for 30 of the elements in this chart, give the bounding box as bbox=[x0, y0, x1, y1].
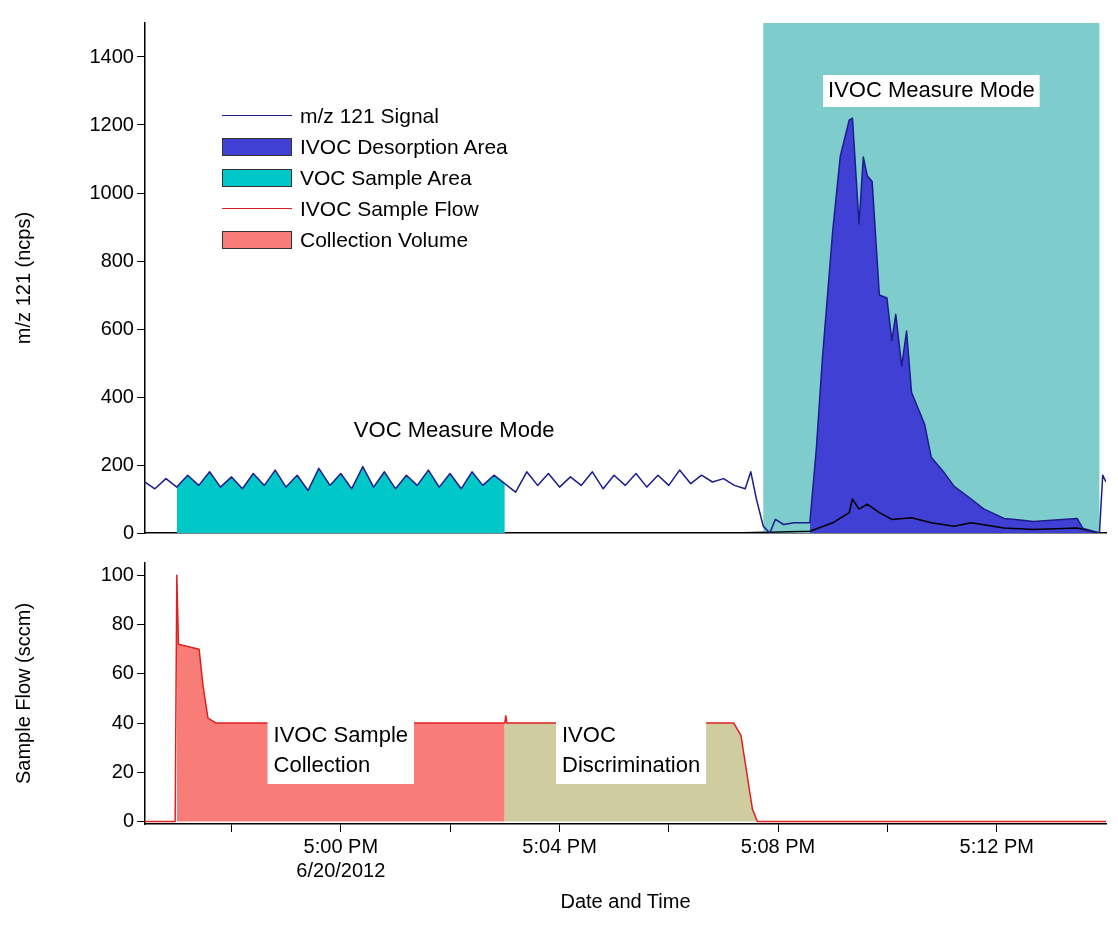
x-tick-label: 5:08 PM bbox=[740, 834, 816, 857]
x-tick-label: 5:00 PM 6/20/2012 bbox=[296, 834, 386, 881]
legend-label: IVOC Sample Flow bbox=[300, 196, 479, 222]
y-tick-label: 40 bbox=[111, 710, 134, 733]
y-tick-label: 60 bbox=[111, 661, 134, 684]
legend-label: VOC Sample Area bbox=[300, 165, 472, 191]
y-tick-label: 1400 bbox=[89, 44, 134, 67]
y-tick-label: 200 bbox=[100, 452, 134, 475]
y-tick-label: 400 bbox=[100, 384, 134, 407]
y-tick-label: 800 bbox=[100, 248, 134, 271]
y-tick-label: 20 bbox=[111, 759, 134, 782]
y-tick-label: 600 bbox=[100, 316, 134, 339]
x-axis-title: Date and Time bbox=[560, 889, 691, 912]
band-label: IVOC Measure Mode bbox=[828, 77, 1035, 103]
y-tick-label: 1200 bbox=[89, 112, 134, 135]
legend-label: Collection Volume bbox=[300, 227, 469, 253]
y-tick-label: 100 bbox=[100, 562, 134, 585]
y-tick-label: 0 bbox=[122, 809, 134, 832]
y-axis-title: m/z 121 (ncps) bbox=[11, 211, 34, 345]
x-tick-label: 5:04 PM bbox=[522, 834, 597, 857]
y-tick-label: 0 bbox=[122, 520, 134, 543]
y-tick-label: 1000 bbox=[89, 180, 134, 203]
x-tick-label: 5:12 PM bbox=[959, 834, 1035, 857]
legend-label: m/z 121 Signal bbox=[300, 103, 439, 129]
y-axis-title: Sample Flow (sccm) bbox=[11, 602, 34, 785]
annotation: IVOC Discrimination bbox=[562, 721, 701, 777]
legend-label: IVOC Desorption Area bbox=[300, 134, 508, 160]
annotation: VOC Measure Mode bbox=[353, 417, 555, 443]
annotation: IVOC Sample Collection bbox=[273, 721, 409, 777]
y-tick-label: 80 bbox=[111, 612, 134, 635]
